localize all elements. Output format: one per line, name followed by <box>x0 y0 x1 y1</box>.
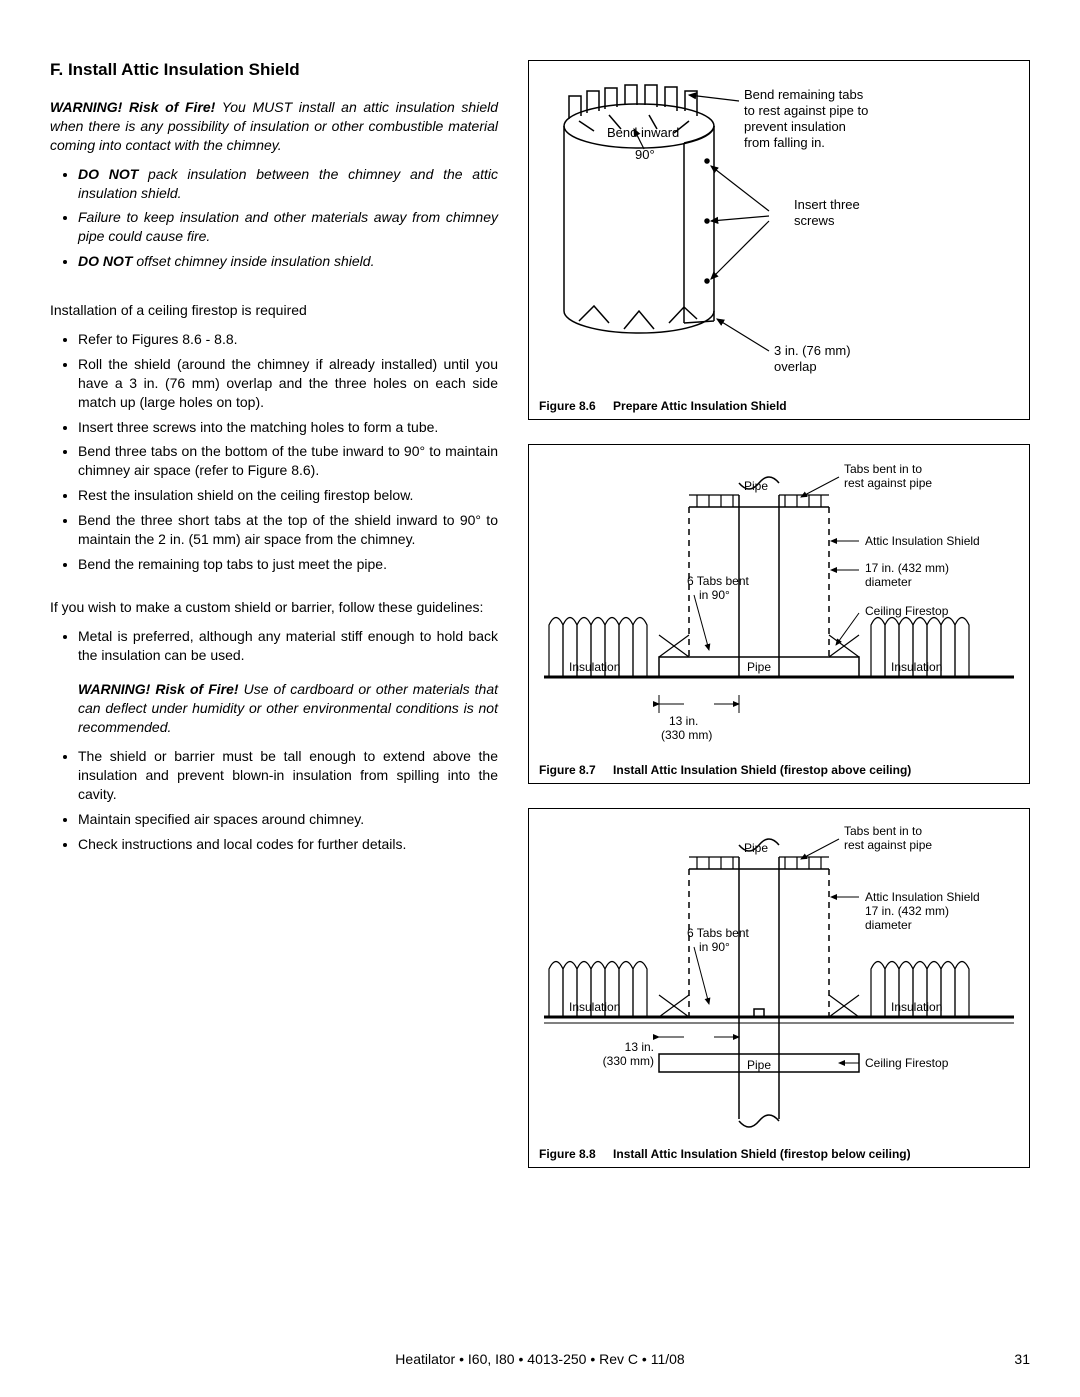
fig87-firestop: Ceiling Firestop <box>865 604 949 618</box>
bullet-text: Failure to keep insulation and other mat… <box>78 209 498 244</box>
page: F. Install Attic Insulation Shield WARNI… <box>0 0 1080 1397</box>
fig88-title: Install Attic Insulation Shield (firesto… <box>613 1147 911 1161</box>
fig88-6tabs2: in 90° <box>699 940 730 954</box>
fig88-pipe2: Pipe <box>747 1058 771 1072</box>
fig87-pipe2: Pipe <box>747 660 771 674</box>
fig86-overlap-1: 3 in. (76 mm) <box>774 343 851 358</box>
fig87-num: Figure 8.7 <box>539 763 596 777</box>
fig88-firestop: Ceiling Firestop <box>865 1056 949 1070</box>
fig87-insul-l: Insulation <box>569 660 620 674</box>
right-column: Bend remaining tabs to rest against pipe… <box>528 60 1030 1192</box>
section-heading: F. Install Attic Insulation Shield <box>50 60 498 80</box>
fig88-attic: Attic Insulation Shield <box>865 890 980 904</box>
bullet-prefix: DO NOT <box>78 166 138 182</box>
list-item: Rest the insulation shield on the ceilin… <box>78 486 498 505</box>
fig86-num: Figure 8.6 <box>539 399 596 413</box>
custom-bullets-2: The shield or barrier must be tall enoug… <box>50 747 498 853</box>
fig88-dia1: 17 in. (432 mm) <box>865 904 949 918</box>
fig86-title: Prepare Attic Insulation Shield <box>613 399 787 413</box>
list-item: Bend the remaining top tabs to just meet… <box>78 555 498 574</box>
list-item: Metal is preferred, although any materia… <box>78 627 498 665</box>
figure-8-8: Pipe Tabs bent in to rest against pipe A… <box>528 808 1030 1168</box>
fig87-tabsbent-2: rest against pipe <box>844 476 932 490</box>
warning-2: WARNING! Risk of Fire! Use of cardboard … <box>50 680 498 737</box>
list-item: Bend three tabs on the bottom of the tub… <box>78 442 498 480</box>
install-bullets: Refer to Figures 8.6 - 8.8. Roll the shie… <box>50 330 498 574</box>
fig88-svg: Pipe Tabs bent in to rest against pipe A… <box>539 819 1019 1139</box>
fig87-pipe: Pipe <box>744 479 768 493</box>
fig88-tabs2: rest against pipe <box>844 838 932 852</box>
fig86-bend-remaining-3: prevent insulation <box>744 119 846 134</box>
warning-bullet: DO NOT offset chimney inside insulation … <box>78 252 498 271</box>
custom-bullets-1: Metal is preferred, although any materia… <box>50 627 498 665</box>
fig87-title: Install Attic Insulation Shield (firesto… <box>613 763 911 777</box>
bullet-prefix: DO NOT <box>78 253 132 269</box>
fig87-insul-r: Insulation <box>891 660 942 674</box>
fig86-caption: Figure 8.6 Prepare Attic Insulation Shie… <box>539 399 1019 413</box>
bullet-text: pack insulation between the chimney and … <box>78 166 498 201</box>
fig88-dia2: diameter <box>865 918 912 932</box>
list-item: Refer to Figures 8.6 - 8.8. <box>78 330 498 349</box>
fig87-6tabs2: in 90° <box>699 588 730 602</box>
warning-bullet: Failure to keep insulation and other mat… <box>78 208 498 246</box>
left-column: F. Install Attic Insulation Shield WARNI… <box>50 60 498 1192</box>
list-item: Maintain specified air spaces around chi… <box>78 810 498 829</box>
fig88-13-2: (330 mm) <box>603 1054 654 1068</box>
fig86-overlap-2: overlap <box>774 359 817 374</box>
custom-intro: If you wish to make a custom shield or b… <box>50 598 498 617</box>
fig86-insert-1: Insert three <box>794 197 860 212</box>
fig87-13-2: (330 mm) <box>661 728 712 742</box>
page-footer: Heatilator • I60, I80 • 4013-250 • Rev C… <box>50 1351 1030 1367</box>
list-item: Insert three screws into the matching ho… <box>78 418 498 437</box>
install-intro: Installation of a ceiling firestop is re… <box>50 301 498 320</box>
figure-8-7: Pipe Tabs bent in to rest against pipe A… <box>528 444 1030 784</box>
fig86-bend-remaining-2: to rest against pipe to <box>744 103 868 118</box>
fig88-pipe: Pipe <box>744 841 768 855</box>
fig86-ninety: 90° <box>635 147 655 162</box>
fig87-dia2: diameter <box>865 575 912 589</box>
fig86-svg: Bend remaining tabs to rest against pipe… <box>539 71 1019 391</box>
warning-1: WARNING! Risk of Fire! You MUST install … <box>50 98 498 155</box>
list-item: Bend the three short tabs at the top of … <box>78 511 498 549</box>
fig87-6tabs1: 6 Tabs bent <box>687 574 749 588</box>
warning-bullets: DO NOT pack insulation between the chimn… <box>50 165 498 271</box>
fig87-dia1: 17 in. (432 mm) <box>865 561 949 575</box>
fig88-tabs1: Tabs bent in to <box>844 824 922 838</box>
columns: F. Install Attic Insulation Shield WARNI… <box>50 60 1030 1192</box>
figure-8-6: Bend remaining tabs to rest against pipe… <box>528 60 1030 420</box>
fig87-caption: Figure 8.7 Install Attic Insulation Shie… <box>539 763 1019 777</box>
warning-bullet: DO NOT pack insulation between the chimn… <box>78 165 498 203</box>
bullet-text: offset chimney inside insulation shield. <box>132 253 374 269</box>
warning-2-prefix: WARNING! Risk of Fire! <box>78 681 239 697</box>
fig88-13-1: 13 in. <box>625 1040 654 1054</box>
fig88-caption: Figure 8.8 Install Attic Insulation Shie… <box>539 1147 1019 1161</box>
fig88-insul-l: Insulation <box>569 1000 620 1014</box>
fig88-6tabs1: 6 Tabs bent <box>687 926 749 940</box>
fig87-13-1: 13 in. <box>669 714 698 728</box>
fig86-bend-inward: Bend inward <box>607 125 679 140</box>
fig87-svg: Pipe Tabs bent in to rest against pipe A… <box>539 455 1019 755</box>
list-item: Roll the shield (around the chimney if a… <box>78 355 498 412</box>
fig87-attic: Attic Insulation Shield <box>865 534 980 548</box>
fig87-tabsbent-1: Tabs bent in to <box>844 462 922 476</box>
fig88-num: Figure 8.8 <box>539 1147 596 1161</box>
footer-center: Heatilator • I60, I80 • 4013-250 • Rev C… <box>50 1351 1030 1367</box>
warning-1-prefix: WARNING! Risk of Fire! <box>50 99 215 115</box>
fig86-insert-2: screws <box>794 213 835 228</box>
list-item: The shield or barrier must be tall enoug… <box>78 747 498 804</box>
fig86-bend-remaining-4: from falling in. <box>744 135 825 150</box>
list-item: Check instructions and local codes for f… <box>78 835 498 854</box>
fig86-bend-remaining-1: Bend remaining tabs <box>744 87 864 102</box>
fig88-insul-r: Insulation <box>891 1000 942 1014</box>
